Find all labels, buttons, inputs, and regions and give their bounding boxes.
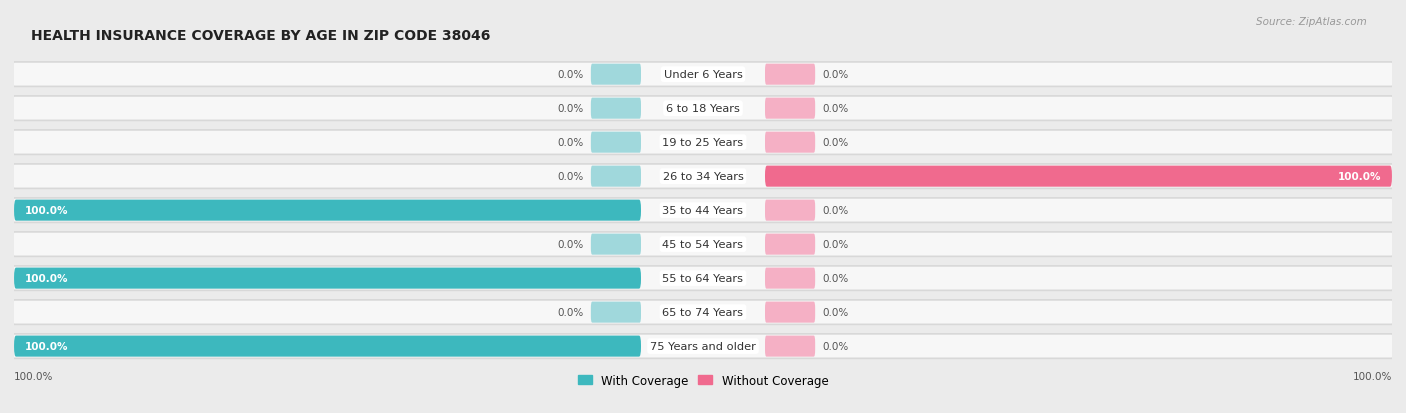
FancyBboxPatch shape [765,200,815,221]
FancyBboxPatch shape [765,302,815,323]
Text: 6 to 18 Years: 6 to 18 Years [666,104,740,114]
FancyBboxPatch shape [591,166,641,187]
Text: 0.0%: 0.0% [823,240,848,249]
Text: 0.0%: 0.0% [558,70,583,80]
Text: 100.0%: 100.0% [24,273,67,283]
Legend: With Coverage, Without Coverage: With Coverage, Without Coverage [572,369,834,392]
Text: HEALTH INSURANCE COVERAGE BY AGE IN ZIP CODE 38046: HEALTH INSURANCE COVERAGE BY AGE IN ZIP … [31,29,491,43]
FancyBboxPatch shape [13,164,1393,189]
Text: 100.0%: 100.0% [14,371,53,381]
FancyBboxPatch shape [765,64,815,85]
FancyBboxPatch shape [591,64,641,85]
FancyBboxPatch shape [13,63,1393,87]
Text: 0.0%: 0.0% [823,70,848,80]
FancyBboxPatch shape [591,234,641,255]
Text: 0.0%: 0.0% [823,206,848,216]
FancyBboxPatch shape [13,233,1393,257]
Text: 26 to 34 Years: 26 to 34 Years [662,172,744,182]
FancyBboxPatch shape [13,266,1393,291]
Text: 0.0%: 0.0% [558,172,583,182]
FancyBboxPatch shape [13,131,1393,155]
Text: 75 Years and older: 75 Years and older [650,341,756,351]
Text: 100.0%: 100.0% [1339,172,1382,182]
Text: 0.0%: 0.0% [558,240,583,249]
Text: 100.0%: 100.0% [24,341,67,351]
FancyBboxPatch shape [765,268,815,289]
Text: 0.0%: 0.0% [823,307,848,317]
Text: 0.0%: 0.0% [823,341,848,351]
FancyBboxPatch shape [765,132,815,153]
Text: 0.0%: 0.0% [823,138,848,148]
FancyBboxPatch shape [765,98,815,119]
Text: 35 to 44 Years: 35 to 44 Years [662,206,744,216]
Text: 100.0%: 100.0% [24,206,67,216]
Text: Under 6 Years: Under 6 Years [664,70,742,80]
Text: 55 to 64 Years: 55 to 64 Years [662,273,744,283]
FancyBboxPatch shape [13,97,1393,121]
Text: 0.0%: 0.0% [558,138,583,148]
FancyBboxPatch shape [765,336,815,357]
FancyBboxPatch shape [13,198,1393,223]
FancyBboxPatch shape [591,98,641,119]
Text: 19 to 25 Years: 19 to 25 Years [662,138,744,148]
Text: 65 to 74 Years: 65 to 74 Years [662,307,744,317]
Text: 0.0%: 0.0% [823,104,848,114]
Text: 0.0%: 0.0% [558,104,583,114]
FancyBboxPatch shape [14,200,641,221]
FancyBboxPatch shape [13,300,1393,325]
Text: 0.0%: 0.0% [823,273,848,283]
Text: 100.0%: 100.0% [1353,371,1392,381]
FancyBboxPatch shape [14,336,641,357]
FancyBboxPatch shape [591,132,641,153]
Text: 0.0%: 0.0% [558,307,583,317]
Text: Source: ZipAtlas.com: Source: ZipAtlas.com [1256,17,1367,26]
FancyBboxPatch shape [591,302,641,323]
FancyBboxPatch shape [765,166,1392,187]
Text: 45 to 54 Years: 45 to 54 Years [662,240,744,249]
FancyBboxPatch shape [13,334,1393,358]
FancyBboxPatch shape [765,234,815,255]
FancyBboxPatch shape [14,268,641,289]
